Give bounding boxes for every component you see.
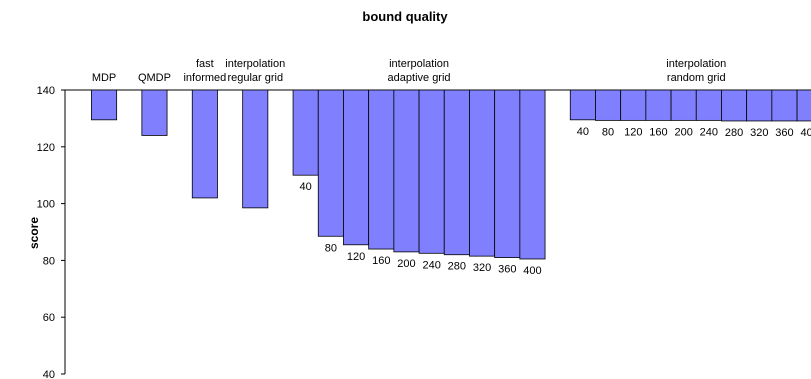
bar [796,89,811,122]
group-label: QMDP [138,72,171,84]
bar-value-label: 320 [473,262,491,274]
bar [494,89,521,258]
bar [721,89,748,122]
bar [469,89,496,257]
bar [141,89,168,136]
bar [242,89,269,209]
bar [519,89,546,260]
bar-value-label: 120 [347,251,365,263]
bar [292,89,319,176]
bar-value-label: 400 [523,265,541,277]
bar-value-label: 240 [700,126,718,138]
bar-value-label: 160 [649,126,667,138]
group-label: interpolation [225,58,285,70]
bar-value-label: 200 [397,258,415,270]
bar-value-label: 280 [725,127,743,139]
bar [695,89,722,121]
bar-value-label: 40 [577,126,589,138]
bar-value-label: 160 [372,255,390,267]
y-tick-label: 60 [43,312,55,324]
bar [393,89,420,253]
y-axis-ticks: 40 60 80 100 120 140 [37,85,65,379]
group-label: fast [196,58,214,70]
y-tick-label: 40 [43,369,55,379]
group-label: interpolation [389,58,449,70]
y-tick-label: 100 [37,199,55,211]
bar-value-label: 80 [602,126,614,138]
bar [746,89,773,122]
bar-value-label: 80 [325,242,337,254]
bar [191,89,218,199]
bar-value-label: 320 [750,127,768,139]
bar [595,89,622,121]
bar [443,89,470,256]
bar-series [91,89,811,260]
bar-value-label: 360 [498,264,516,276]
bar-value-label: 400 [800,127,811,139]
bar [418,89,445,254]
bar-value-label: 120 [624,126,642,138]
bar [91,89,118,121]
bar [771,89,798,122]
y-tick-label: 140 [37,85,55,97]
chart-title: bound quality [362,9,448,24]
bar-value-label: 360 [775,127,793,139]
group-label: informed [183,72,226,84]
group-label: MDP [92,72,116,84]
group-label: adaptive grid [388,72,451,84]
y-tick-label: 120 [37,142,55,154]
bar [569,89,596,121]
bar [620,89,647,121]
bar-value-label: 240 [422,259,440,271]
bar-labels: 40 80 120 160 200 240 280 320 360 400 40 80 120 160 20… [300,126,811,277]
group-label: regular grid [227,72,283,84]
group-label: random grid [667,72,726,84]
y-axis-label: score [27,217,41,249]
y-tick-label: 80 [43,255,55,267]
group-labels: MDP QMDP fast informed interpolation regular … [92,58,726,84]
bar [645,89,672,121]
bar [670,89,697,121]
bar-value-label: 280 [448,261,466,273]
group-label: interpolation [666,58,726,70]
bar-value-label: 200 [674,126,692,138]
bar-value-label: 40 [300,181,312,193]
bar [368,89,395,250]
bar [317,89,344,237]
bar [343,89,370,246]
